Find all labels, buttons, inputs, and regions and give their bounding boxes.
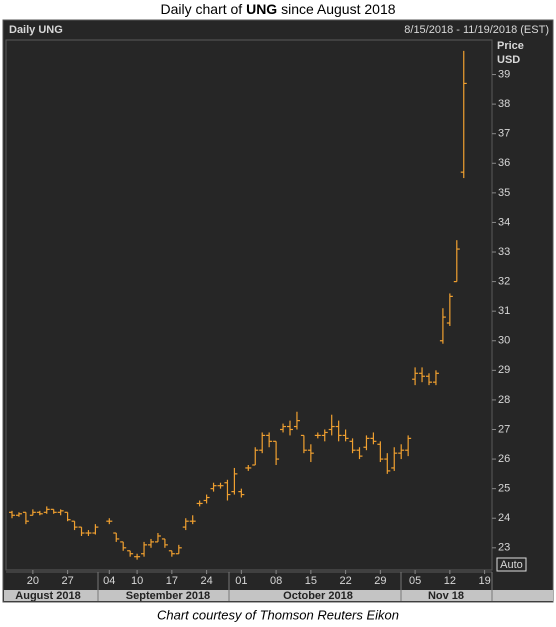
header-right: 8/15/2018 - 11/19/2018 (EST) <box>404 24 549 36</box>
chart-title: Daily chart of UNG since August 2018 <box>160 1 395 17</box>
y-tick-label: 25 <box>498 483 510 495</box>
y-axis-unit: USD <box>497 54 520 66</box>
x-tick-label: 22 <box>339 575 351 587</box>
x-tick-label: 10 <box>131 575 143 587</box>
month-label: August 2018 <box>15 590 80 602</box>
x-tick-label: 27 <box>61 575 73 587</box>
title-ticker: UNG <box>246 1 277 17</box>
title-part: since August 2018 <box>281 1 396 17</box>
x-tick-label: 24 <box>200 575 212 587</box>
y-tick-label: 34 <box>498 216 510 228</box>
x-tick-label: 17 <box>166 575 178 587</box>
month-label: Nov 18 <box>428 590 464 602</box>
month-band <box>4 590 553 601</box>
x-tick-label: 05 <box>409 575 421 587</box>
y-tick-label: 36 <box>498 157 510 169</box>
y-tick-label: 31 <box>498 305 510 317</box>
y-tick-label: 26 <box>498 453 510 465</box>
y-tick-label: 24 <box>498 512 510 524</box>
y-axis-label: Price <box>497 40 524 52</box>
y-tick-label: 23 <box>498 542 510 554</box>
y-tick-label: 29 <box>498 364 510 376</box>
y-tick-label: 39 <box>498 68 510 80</box>
x-tick-label: 20 <box>27 575 39 587</box>
plot-frame <box>5 39 493 571</box>
y-tick-label: 38 <box>498 98 510 110</box>
month-label: September 2018 <box>126 590 210 602</box>
caption: Chart courtesy of Thomson Reuters Eikon <box>157 607 399 622</box>
auto-button[interactable] <box>496 557 527 572</box>
y-tick-label: 33 <box>498 246 510 258</box>
x-tick-label: 01 <box>235 575 247 587</box>
title-part: Daily chart of <box>160 1 242 17</box>
x-tick-label: 08 <box>270 575 282 587</box>
chart-panel <box>2 19 554 603</box>
x-tick-label: 29 <box>374 575 386 587</box>
y-tick-label: 30 <box>498 335 510 347</box>
x-tick-label: 04 <box>103 575 115 587</box>
x-tick-label: 12 <box>444 575 456 587</box>
x-tick-label: 15 <box>305 575 317 587</box>
y-tick-label: 32 <box>498 276 510 288</box>
y-tick-label: 35 <box>498 187 510 199</box>
x-tick-label: 19 <box>478 575 490 587</box>
month-label: October 2018 <box>283 590 353 602</box>
auto-button-label[interactable]: Auto <box>500 559 523 571</box>
y-tick-label: 28 <box>498 394 510 406</box>
y-tick-label: 27 <box>498 423 510 435</box>
y-tick-label: 37 <box>498 128 510 140</box>
header-left: Daily UNG <box>9 24 63 36</box>
